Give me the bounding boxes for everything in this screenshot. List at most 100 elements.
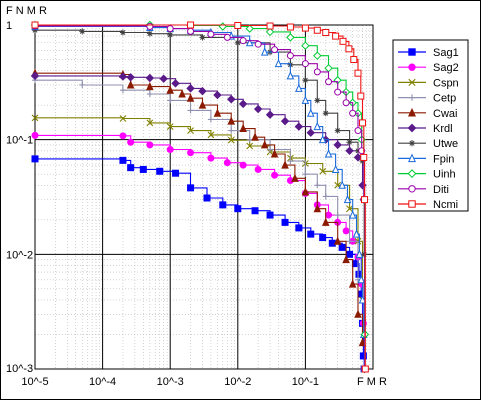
data-point	[332, 32, 340, 40]
data-point	[31, 155, 39, 163]
data-point	[213, 90, 222, 100]
data-point	[187, 184, 195, 192]
data-point	[295, 83, 303, 92]
legend-label: Krdl	[433, 123, 453, 135]
data-point	[126, 80, 135, 89]
legend-swatch-marker	[408, 107, 416, 117]
data-point	[253, 104, 263, 114]
data-point	[346, 238, 353, 245]
data-point	[355, 249, 364, 258]
data-point	[260, 47, 269, 56]
data-point	[286, 33, 295, 42]
legend-swatch-marker	[408, 140, 416, 147]
legend-swatch-marker	[408, 185, 416, 193]
data-point	[198, 100, 207, 109]
data-point	[357, 92, 365, 100]
data-point	[359, 119, 367, 127]
data-point	[345, 45, 353, 53]
data-point	[127, 138, 135, 146]
data-point	[119, 132, 127, 140]
data-point	[313, 121, 322, 131]
data-point	[359, 158, 366, 165]
data-point	[271, 171, 279, 179]
data-point	[239, 123, 247, 133]
data-point	[223, 33, 231, 41]
data-point	[254, 165, 262, 173]
data-point	[246, 136, 253, 143]
data-point	[321, 217, 330, 226]
data-point	[360, 153, 368, 161]
data-point	[266, 211, 274, 219]
data-point	[31, 21, 39, 29]
data-point	[346, 139, 353, 146]
data-point	[346, 205, 353, 213]
series-line-diti	[35, 25, 366, 369]
data-point	[198, 86, 207, 96]
data-point	[203, 194, 211, 202]
legend-label: Sag2	[433, 62, 459, 74]
data-point	[348, 210, 357, 219]
data-point	[281, 218, 289, 226]
data-point	[172, 169, 180, 177]
legend-label: Utwe	[433, 138, 458, 150]
data-point	[146, 91, 153, 98]
data-point	[227, 95, 236, 104]
y-tick-label: 10^-3	[6, 363, 33, 375]
data-point	[31, 114, 39, 122]
data-point	[349, 109, 357, 117]
legend-label: Cwai	[433, 108, 457, 120]
data-point	[306, 128, 315, 137]
data-point	[265, 110, 275, 119]
data-point	[322, 193, 329, 200]
data-point	[346, 250, 354, 258]
data-point	[260, 140, 269, 149]
data-point	[287, 158, 294, 165]
data-point	[328, 239, 336, 247]
data-point	[325, 78, 333, 86]
series-sag1	[31, 155, 368, 373]
data-point	[166, 25, 174, 33]
x-tick-label: 10^-2	[224, 376, 251, 388]
data-point	[251, 132, 259, 141]
legend-item-cetp: Cetp	[398, 93, 456, 105]
data-point	[171, 79, 180, 88]
data-point	[313, 204, 322, 213]
data-point	[302, 171, 309, 178]
data-point	[239, 37, 247, 45]
data-point	[207, 131, 215, 139]
x-tick-label: 10^-1	[292, 376, 319, 388]
data-point	[79, 28, 86, 35]
data-point	[187, 21, 195, 29]
data-point	[361, 251, 368, 258]
data-point	[271, 46, 279, 54]
series-cwai	[31, 68, 369, 373]
data-point	[355, 147, 362, 154]
data-point	[238, 99, 248, 109]
data-point	[280, 116, 290, 126]
data-point	[145, 73, 155, 83]
data-point	[187, 27, 195, 35]
data-point	[251, 207, 259, 215]
data-point	[119, 115, 127, 122]
data-point	[342, 254, 350, 264]
legend: Sag1 Sag2 Cspn Cetp Cwai Krdl Utwe Fpin Uinh Diti…	[392, 39, 469, 212]
data-point	[338, 243, 346, 251]
series-cetp	[32, 77, 368, 372]
data-point	[302, 77, 309, 84]
data-point	[313, 68, 321, 76]
data-point	[30, 71, 40, 81]
data-point	[322, 29, 330, 37]
data-point	[223, 159, 231, 167]
legend-swatch-marker	[408, 48, 416, 56]
data-point	[358, 337, 367, 347]
data-point	[286, 71, 295, 80]
legend-swatch-marker	[408, 94, 416, 101]
data-point	[339, 37, 347, 45]
data-point	[361, 196, 369, 204]
legend-item-fpin: Fpin	[398, 153, 454, 165]
data-point	[270, 149, 279, 158]
data-point	[358, 295, 367, 304]
data-point	[178, 89, 186, 98]
data-point	[118, 72, 128, 81]
series-line-fpin	[35, 25, 366, 369]
